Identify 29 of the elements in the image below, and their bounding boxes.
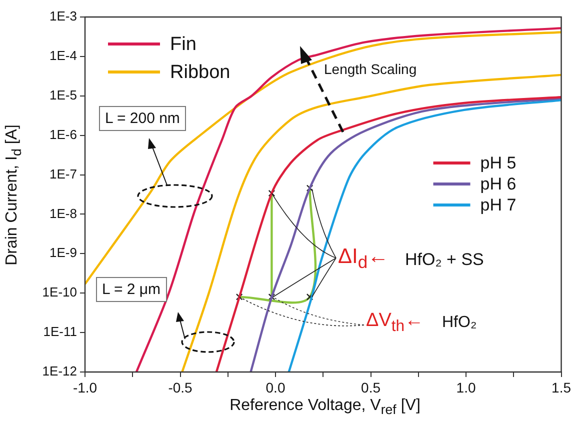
annotation: L = 2 μm xyxy=(96,277,167,302)
y-tick-label: 1E-11 xyxy=(43,324,77,340)
annotation: L = 200 nm xyxy=(99,106,186,131)
legend-label: Ribbon xyxy=(170,62,230,84)
x-tick-label: -1.0 xyxy=(72,379,98,396)
y-tick-label: 1E-10 xyxy=(42,284,77,300)
annotation: ΔV$_{th}$← xyxy=(366,310,424,335)
y-tick-label: 1E-5 xyxy=(50,87,77,102)
legend-label: pH 7 xyxy=(480,196,516,215)
y-tick-label: 1E-6 xyxy=(50,126,77,142)
y-tick-label: 1E-4 xyxy=(50,48,77,64)
legend-label: pH 5 xyxy=(480,154,516,173)
annotation: HfO₂ xyxy=(442,314,477,331)
y-tick-label: 1E-8 xyxy=(50,206,77,221)
legend-label: pH 6 xyxy=(480,174,516,194)
y-tick-label: 1E-9 xyxy=(50,245,77,260)
x-axis-title: Reference Voltage, V$_{ref}$ [V] xyxy=(230,397,420,418)
y-tick-label: 1E-3 xyxy=(50,8,77,24)
annotation: ΔI$_{d}$← xyxy=(338,245,389,272)
annotation: HfO₂ + SS xyxy=(405,250,484,269)
x-tick-label: 1.0 xyxy=(456,379,476,396)
x-tick-label: 0.0 xyxy=(266,379,286,396)
legend-label: Fin xyxy=(170,34,196,56)
y-tick-label: 1E-7 xyxy=(50,166,77,182)
x-tick-label: 0.5 xyxy=(361,379,381,396)
annotation: Length Scaling xyxy=(324,61,417,77)
x-tick-label: -0.5 xyxy=(168,379,193,396)
x-tick-label: 1.5 xyxy=(552,379,572,396)
y-tick-label: 1E-12 xyxy=(42,364,77,379)
